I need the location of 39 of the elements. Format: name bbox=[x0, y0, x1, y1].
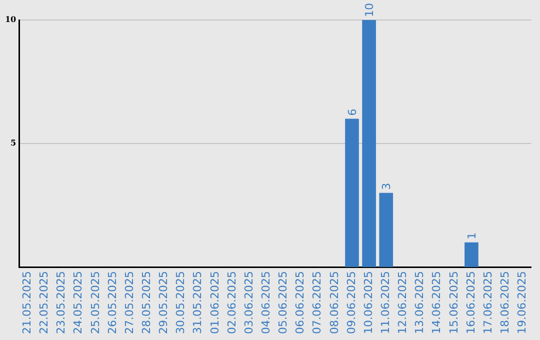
x-tick-label: 26.05.2025 bbox=[106, 271, 119, 334]
data-label: 1 bbox=[465, 232, 478, 240]
data-label: 10 bbox=[363, 3, 376, 17]
x-tick-label: 02.06.2025 bbox=[225, 271, 238, 334]
x-tick-label: 17.06.2025 bbox=[481, 271, 494, 334]
x-tick-label: 13.06.2025 bbox=[413, 271, 426, 334]
x-tick-label: 21.05.2025 bbox=[20, 271, 34, 334]
x-tick-label: 04.06.2025 bbox=[259, 271, 272, 334]
x-tick-label: 28.05.2025 bbox=[140, 271, 154, 334]
data-label: 3 bbox=[380, 182, 394, 190]
x-tick-label: 30.05.2025 bbox=[174, 271, 188, 334]
bar bbox=[379, 192, 394, 268]
x-tick-label: 23.05.2025 bbox=[54, 271, 68, 334]
bar bbox=[464, 242, 478, 268]
x-tick-label: 25.05.2025 bbox=[88, 271, 102, 334]
x-tick-label: 10.06.2025 bbox=[362, 271, 375, 334]
bar bbox=[362, 20, 376, 268]
x-tick-label: 19.06.2025 bbox=[516, 271, 529, 334]
x-tick-label: 15.06.2025 bbox=[447, 271, 460, 334]
x-tick-label: 01.06.2025 bbox=[208, 271, 222, 334]
y-tick-label: 5 bbox=[10, 138, 16, 148]
x-tick-label: 16.06.2025 bbox=[464, 271, 478, 334]
x-tick-label: 29.05.2025 bbox=[157, 271, 170, 334]
x-tick-label: 06.06.2025 bbox=[294, 271, 307, 334]
x-tick-label: 07.06.2025 bbox=[310, 271, 324, 334]
bar bbox=[345, 118, 359, 268]
x-tick-label: 31.05.2025 bbox=[191, 271, 204, 334]
x-tick-label: 09.06.2025 bbox=[344, 271, 358, 334]
x-tick-label: 11.06.2025 bbox=[378, 271, 392, 334]
x-tick-label: 27.05.2025 bbox=[122, 271, 136, 334]
x-tick-label: 24.05.2025 bbox=[72, 271, 85, 334]
x-tick-label: 18.06.2025 bbox=[498, 271, 512, 334]
x-tick-label: 05.06.2025 bbox=[276, 271, 290, 334]
x-tick-label: 12.06.2025 bbox=[396, 271, 410, 334]
x-tick-label: 14.06.2025 bbox=[430, 271, 444, 334]
x-tick-label: 22.05.2025 bbox=[38, 271, 51, 334]
data-label: 6 bbox=[346, 108, 359, 116]
x-tick-label: 08.06.2025 bbox=[328, 271, 341, 334]
x-tick-label: 03.06.2025 bbox=[242, 271, 256, 334]
